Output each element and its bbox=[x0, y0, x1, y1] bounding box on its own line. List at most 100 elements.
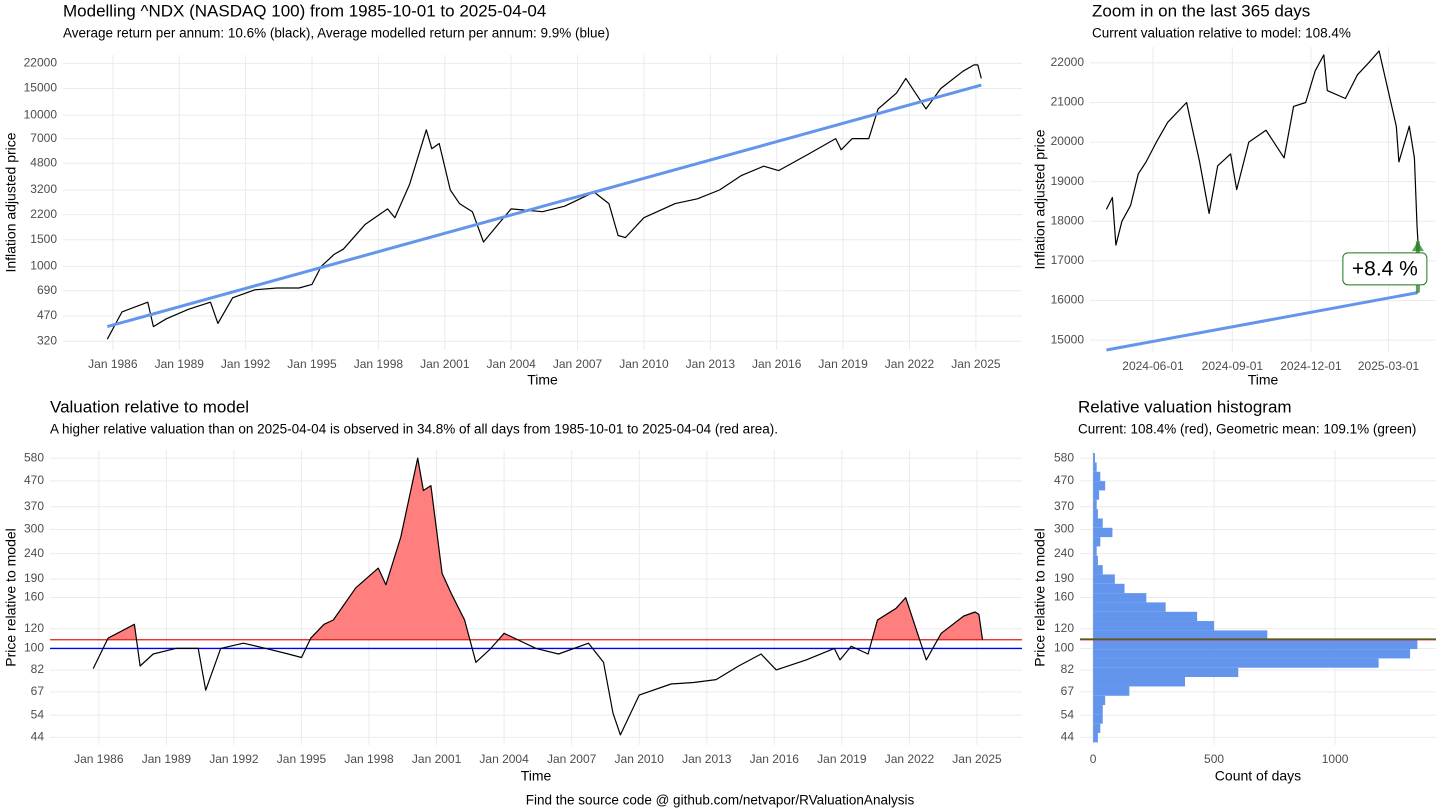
y-tick-label: 22000 bbox=[24, 56, 58, 70]
histogram-bar bbox=[1093, 593, 1147, 603]
x-tick-label: Jan 2013 bbox=[682, 752, 732, 766]
x-tick-label: Jan 2001 bbox=[420, 357, 470, 371]
y-tick-label: 18000 bbox=[1051, 213, 1085, 227]
x-tick-label: Jan 2016 bbox=[752, 357, 802, 371]
y-tick-label: 19000 bbox=[1051, 174, 1085, 188]
x-tick-label: Jan 2019 bbox=[818, 357, 868, 371]
x-tick-label: 500 bbox=[1204, 752, 1224, 766]
histogram-bar bbox=[1093, 723, 1101, 734]
x-tick-label: Jan 2025 bbox=[952, 752, 1002, 766]
chart-title: Valuation relative to model bbox=[50, 397, 249, 416]
chart-title: Modelling ^NDX (NASDAQ 100) from 1985-10… bbox=[63, 1, 546, 20]
y-tick-label: 320 bbox=[37, 333, 57, 347]
y-axis-title: Inflation adjusted price bbox=[1032, 129, 1048, 269]
y-tick-label: 470 bbox=[1054, 473, 1074, 487]
series-line bbox=[1105, 50, 1419, 246]
y-tick-label: 370 bbox=[1054, 499, 1074, 513]
chart-title: Zoom in on the last 365 days bbox=[1092, 1, 1310, 20]
y-tick-label: 82 bbox=[1061, 662, 1075, 676]
histogram-bar bbox=[1093, 639, 1418, 650]
x-tick-label: Jan 1986 bbox=[88, 357, 138, 371]
y-axis-title: Price relative to model bbox=[3, 528, 19, 667]
x-tick-label: Jan 2007 bbox=[553, 357, 603, 371]
histogram-bar bbox=[1093, 546, 1097, 556]
y-tick-label: 20000 bbox=[1051, 134, 1085, 148]
histogram-bar bbox=[1093, 555, 1098, 566]
histogram-bar bbox=[1093, 509, 1098, 519]
x-tick-label: Jan 1992 bbox=[221, 357, 271, 371]
histogram-bar bbox=[1093, 714, 1103, 724]
x-tick-label: Jan 1995 bbox=[287, 357, 337, 371]
y-tick-label: 190 bbox=[1054, 571, 1074, 585]
chart-title: Relative valuation histogram bbox=[1078, 397, 1292, 416]
histogram-bar bbox=[1093, 453, 1096, 463]
histogram-bar bbox=[1093, 471, 1101, 482]
x-tick-label: Jan 2019 bbox=[817, 752, 867, 766]
y-tick-label: 16000 bbox=[1051, 293, 1085, 307]
series-line bbox=[106, 64, 982, 340]
y-tick-label: 54 bbox=[1061, 707, 1075, 721]
x-tick-label: Jan 1986 bbox=[74, 752, 124, 766]
y-tick-label: 240 bbox=[1054, 546, 1074, 560]
histogram-bar bbox=[1093, 667, 1239, 678]
y-axis-title: Price relative to model bbox=[1032, 528, 1048, 667]
histogram-bar bbox=[1093, 462, 1097, 472]
series-line bbox=[92, 457, 984, 736]
y-tick-label: 44 bbox=[1061, 730, 1075, 744]
histogram-bar bbox=[1093, 481, 1106, 491]
x-tick-label: Jan 1992 bbox=[209, 752, 259, 766]
series-line bbox=[106, 83, 982, 329]
y-tick-label: 120 bbox=[24, 621, 44, 635]
y-tick-label: 82 bbox=[31, 662, 45, 676]
x-tick-label: Jan 2001 bbox=[412, 752, 462, 766]
histogram-bar bbox=[1093, 649, 1411, 659]
y-tick-label: 3200 bbox=[30, 182, 57, 196]
y-tick-label: 370 bbox=[24, 499, 44, 513]
histogram-bar bbox=[1093, 537, 1101, 547]
y-tick-label: 2200 bbox=[30, 207, 57, 221]
histogram-bar bbox=[1093, 583, 1125, 594]
histogram-bar bbox=[1093, 621, 1215, 631]
histogram-bar bbox=[1093, 602, 1166, 612]
y-tick-label: 67 bbox=[31, 684, 45, 698]
deviation-arrow bbox=[1411, 241, 1424, 252]
histogram-bar bbox=[1093, 565, 1103, 575]
y-tick-label: 300 bbox=[1054, 522, 1074, 536]
footer: Find the source code @ github.com/netvap… bbox=[526, 793, 915, 808]
x-tick-label: 2024-12-01 bbox=[1280, 359, 1342, 373]
chart-subtitle: Current valuation relative to model: 108… bbox=[1092, 26, 1351, 41]
x-tick-label: Jan 1989 bbox=[142, 752, 192, 766]
y-tick-label: 7000 bbox=[30, 131, 57, 145]
series-line bbox=[1106, 291, 1419, 352]
x-tick-label: Jan 2022 bbox=[885, 752, 935, 766]
x-tick-label: 0 bbox=[1090, 752, 1097, 766]
annotation: +8.4 % bbox=[1352, 257, 1418, 280]
y-tick-label: 22000 bbox=[1051, 55, 1085, 69]
x-tick-label: Jan 2004 bbox=[479, 752, 529, 766]
y-tick-label: 240 bbox=[24, 546, 44, 560]
x-tick-label: 2024-09-01 bbox=[1202, 359, 1264, 373]
x-tick-label: Jan 2010 bbox=[615, 752, 665, 766]
y-tick-label: 470 bbox=[37, 308, 57, 322]
y-tick-label: 300 bbox=[24, 522, 44, 536]
y-tick-label: 4800 bbox=[30, 156, 57, 170]
y-tick-label: 54 bbox=[31, 707, 45, 721]
x-tick-label: 1000 bbox=[1322, 752, 1349, 766]
y-tick-label: 10000 bbox=[24, 107, 58, 121]
histogram-bar bbox=[1093, 630, 1268, 640]
y-tick-label: 190 bbox=[24, 571, 44, 585]
histogram-bar bbox=[1093, 611, 1198, 622]
x-axis-title: Time bbox=[521, 768, 552, 784]
y-tick-label: 67 bbox=[1061, 684, 1075, 698]
y-tick-label: 580 bbox=[1054, 450, 1074, 464]
histogram-bar bbox=[1093, 733, 1098, 743]
histogram-bar bbox=[1093, 574, 1115, 584]
x-tick-label: Jan 1998 bbox=[344, 752, 394, 766]
histogram-bar bbox=[1093, 686, 1130, 696]
annotation-box bbox=[1342, 252, 1428, 286]
y-tick-label: 1000 bbox=[30, 259, 57, 273]
histogram-bar bbox=[1093, 695, 1106, 706]
y-tick-label: 470 bbox=[24, 473, 44, 487]
